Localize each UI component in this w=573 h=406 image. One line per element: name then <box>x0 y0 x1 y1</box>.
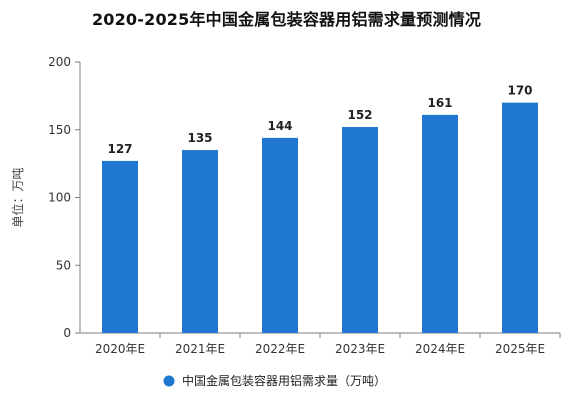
bar <box>502 102 538 334</box>
x-tick-label: 2020年E <box>95 342 145 356</box>
x-tick-label: 2022年E <box>255 342 305 356</box>
bar-value-label: 170 <box>507 84 532 98</box>
bar-value-label: 127 <box>107 142 132 156</box>
y-tick-label: 50 <box>56 258 71 272</box>
x-tick-label: 2025年E <box>495 342 545 356</box>
bar-value-label: 152 <box>347 108 372 122</box>
bar <box>262 137 298 333</box>
bar-value-label: 144 <box>267 119 292 133</box>
x-tick-label: 2024年E <box>415 342 465 356</box>
chart-title: 2020-2025年中国金属包装容器用铝需求量预测情况 <box>91 10 482 29</box>
legend-label: 中国金属包装容器用铝需求量（万吨） <box>182 373 386 388</box>
x-tick-label: 2021年E <box>175 342 225 356</box>
y-tick-label: 100 <box>48 191 71 205</box>
bar <box>422 114 458 333</box>
y-tick-label: 0 <box>63 326 71 340</box>
bar-value-label: 135 <box>187 131 212 145</box>
bar-value-label: 161 <box>427 96 452 110</box>
bar <box>102 160 138 333</box>
legend-marker <box>163 375 175 387</box>
bar <box>342 127 378 333</box>
x-tick-label: 2023年E <box>335 342 385 356</box>
y-tick-label: 150 <box>48 123 71 137</box>
y-axis-label: 单位：万吨 <box>10 167 25 227</box>
y-tick-label: 200 <box>48 55 71 69</box>
bar <box>182 150 218 333</box>
